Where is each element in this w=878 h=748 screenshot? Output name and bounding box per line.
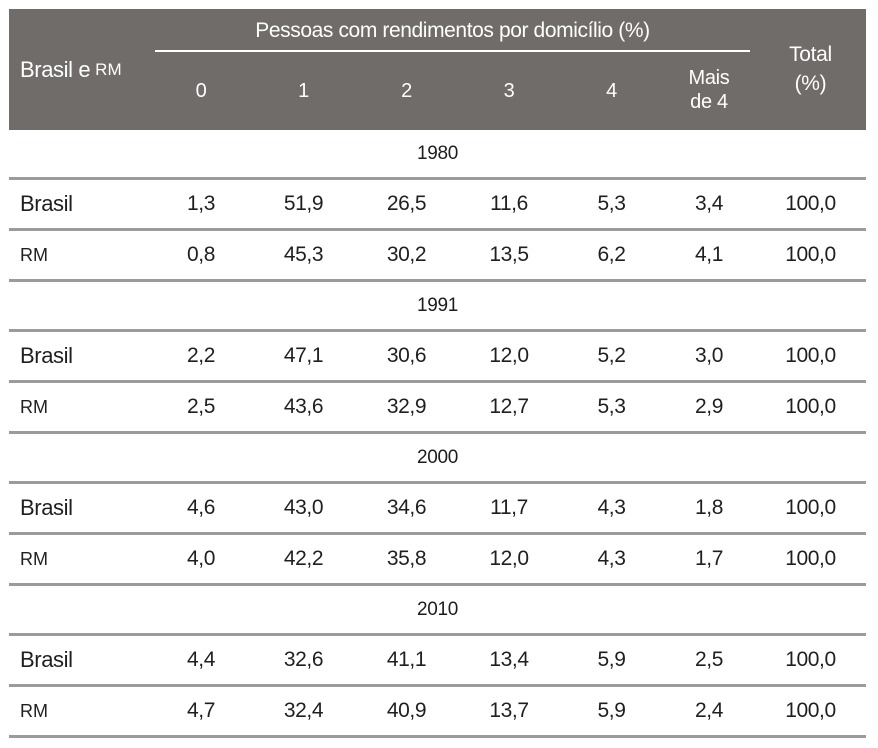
cell-value: 11,6 [490, 192, 528, 215]
header-row-label: Brasil e RM [9, 9, 150, 130]
cell-value: 3,0 [695, 344, 723, 367]
cell-value: 5,3 [597, 395, 626, 418]
cell-value: 4,7 [187, 699, 215, 722]
column-header-1: 1 [298, 79, 309, 102]
table-row-rm-2000: RM 4,0 42,2 35,8 12,0 4,3 1,7 100,0 [9, 535, 866, 586]
cell-value: 4,4 [187, 648, 215, 671]
cell-value: 4,3 [597, 547, 626, 570]
cell-value: 5,9 [597, 699, 626, 722]
cell-value: 51,9 [283, 192, 324, 215]
cell-value: 13,4 [489, 648, 529, 671]
cell-value: 2,2 [187, 344, 215, 367]
section-2000: 2000 Brasil 4,6 43,0 34,6 11,7 4,3 1,8 1… [9, 434, 866, 586]
cell-total: 100,0 [785, 648, 836, 671]
cell-value: 2,5 [187, 395, 215, 418]
cell-value: 42,2 [283, 547, 324, 570]
table-row-brasil-1980: Brasil 1,3 51,9 26,5 11,6 5,3 3,4 100,0 [9, 180, 866, 231]
row-label: RM [20, 244, 48, 265]
cell-value: 26,5 [386, 192, 427, 215]
cell-total: 100,0 [785, 243, 836, 266]
cell-total: 100,0 [785, 547, 836, 570]
cell-value: 4,1 [695, 243, 723, 266]
cell-value: 2,5 [695, 648, 723, 671]
column-header-2: 2 [401, 79, 412, 102]
cell-value: 4,3 [597, 496, 626, 519]
section-1980: 1980 Brasil 1,3 51,9 26,5 11,6 5,3 3,4 1… [9, 130, 866, 282]
table-row-brasil-2000: Brasil 4,6 43,0 34,6 11,7 4,3 1,8 100,0 [9, 484, 866, 535]
cell-value: 1,8 [695, 496, 723, 519]
cell-value: 2,4 [695, 699, 723, 722]
cell-value: 4,0 [187, 547, 215, 570]
total-header-line2: (%) [794, 71, 827, 95]
column-header-0: 0 [195, 79, 207, 102]
year-heading-2000: 2000 [9, 434, 866, 484]
cell-value: 40,9 [386, 699, 427, 722]
cell-value: 47,1 [283, 344, 324, 367]
cell-value: 34,6 [386, 496, 427, 519]
table-header: Brasil e RM Pessoas com rendimentos por d… [9, 9, 866, 130]
cell-value: 6,2 [597, 243, 626, 266]
cell-value: 12,0 [489, 344, 529, 367]
column-header-4: 4 [606, 79, 617, 102]
table-row-rm-1991: RM 2,5 43,6 32,9 12,7 5,3 2,9 100,0 [9, 383, 866, 434]
cell-value: 12,7 [489, 395, 529, 418]
cell-value: 3,4 [695, 192, 723, 215]
cell-value: 1,3 [187, 192, 215, 215]
cell-value: 32,4 [283, 699, 324, 722]
table-row-rm-2010: RM 4,7 32,4 40,9 13,7 5,9 2,4 100,0 [9, 687, 866, 738]
cell-value: 13,7 [489, 699, 529, 722]
section-1991: 1991 Brasil 2,2 47,1 30,6 12,0 5,2 3,0 1… [9, 282, 866, 434]
cell-value: 5,3 [597, 192, 626, 215]
cell-value: 5,2 [597, 344, 626, 367]
row-label: Brasil [20, 191, 73, 216]
cell-value: 30,6 [386, 344, 427, 367]
cell-value: 11,7 [490, 496, 528, 519]
header-row-label-main: Brasil e [20, 56, 91, 82]
cell-value: 32,9 [386, 395, 427, 418]
year-heading-2010: 2010 [9, 586, 866, 636]
row-label: Brasil [20, 495, 73, 520]
column-header-3: 3 [503, 79, 515, 102]
section-2010: 2010 Brasil 4,4 32,6 41,1 13,4 5,9 2,5 1… [9, 586, 866, 738]
income-table: Brasil e RM Pessoas com rendimentos por d… [9, 9, 866, 738]
group-title: Pessoas com rendimentos por domicílio (%… [255, 19, 650, 42]
row-label: Brasil [20, 647, 73, 672]
table-row-rm-1980: RM 0,8 45,3 30,2 13,5 6,2 4,1 100,0 [9, 231, 866, 282]
cell-value: 41,1 [386, 648, 427, 671]
table-row-brasil-2010: Brasil 4,4 32,6 41,1 13,4 5,9 2,5 100,0 [9, 636, 866, 687]
table-row-brasil-1991: Brasil 2,2 47,1 30,6 12,0 5,2 3,0 100,0 [9, 332, 866, 383]
year-heading-1991: 1991 [9, 282, 866, 332]
header-group: Pessoas com rendimentos por domicílio (%… [150, 9, 755, 130]
cell-value: 4,6 [187, 496, 215, 519]
cell-value: 5,9 [597, 648, 626, 671]
cell-value: 12,0 [489, 547, 529, 570]
year-heading-1980: 1980 [9, 130, 866, 180]
total-column-header: Total (%) [755, 9, 866, 130]
cell-value: 0,8 [187, 243, 215, 266]
cell-value: 1,7 [695, 547, 723, 570]
cell-value: 30,2 [386, 243, 427, 266]
row-label: RM [20, 548, 48, 569]
cell-value: 45,3 [283, 243, 324, 266]
cell-value: 32,6 [283, 648, 324, 671]
header-underline [155, 50, 750, 52]
row-label: RM [20, 700, 48, 721]
column-header-mais-de-4: Mais de 4 [688, 67, 730, 113]
cell-value: 43,6 [283, 395, 324, 418]
cell-total: 100,0 [785, 192, 836, 215]
column-headers: 0 1 2 3 4 Mais de 4 [150, 52, 755, 130]
total-header-line1: Total [789, 43, 832, 67]
cell-total: 100,0 [785, 395, 836, 418]
cell-value: 13,5 [489, 243, 529, 266]
header-row-label-rm: RM [95, 59, 122, 79]
cell-value: 43,0 [283, 496, 324, 519]
row-label: RM [20, 396, 48, 417]
cell-total: 100,0 [785, 699, 836, 722]
row-label: Brasil [20, 343, 73, 368]
cell-total: 100,0 [785, 344, 836, 367]
cell-value: 35,8 [386, 547, 427, 570]
cell-value: 2,9 [695, 395, 723, 418]
cell-total: 100,0 [785, 496, 836, 519]
